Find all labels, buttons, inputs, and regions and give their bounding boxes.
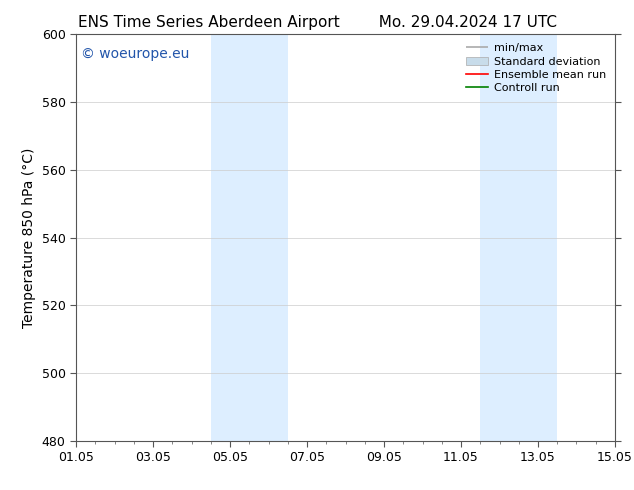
Bar [249, 34, 288, 441]
Y-axis label: Temperature 850 hPa (°C): Temperature 850 hPa (°C) [22, 147, 36, 328]
Text: ENS Time Series Aberdeen Airport        Mo. 29.04.2024 17 UTC: ENS Time Series Aberdeen Airport Mo. 29.… [77, 15, 557, 30]
Bar [480, 34, 519, 441]
Bar [210, 34, 249, 441]
Bar [519, 34, 557, 441]
Text: © woeurope.eu: © woeurope.eu [81, 47, 190, 60]
Legend: min/max, Standard deviation, Ensemble mean run, Controll run: min/max, Standard deviation, Ensemble me… [463, 40, 609, 97]
